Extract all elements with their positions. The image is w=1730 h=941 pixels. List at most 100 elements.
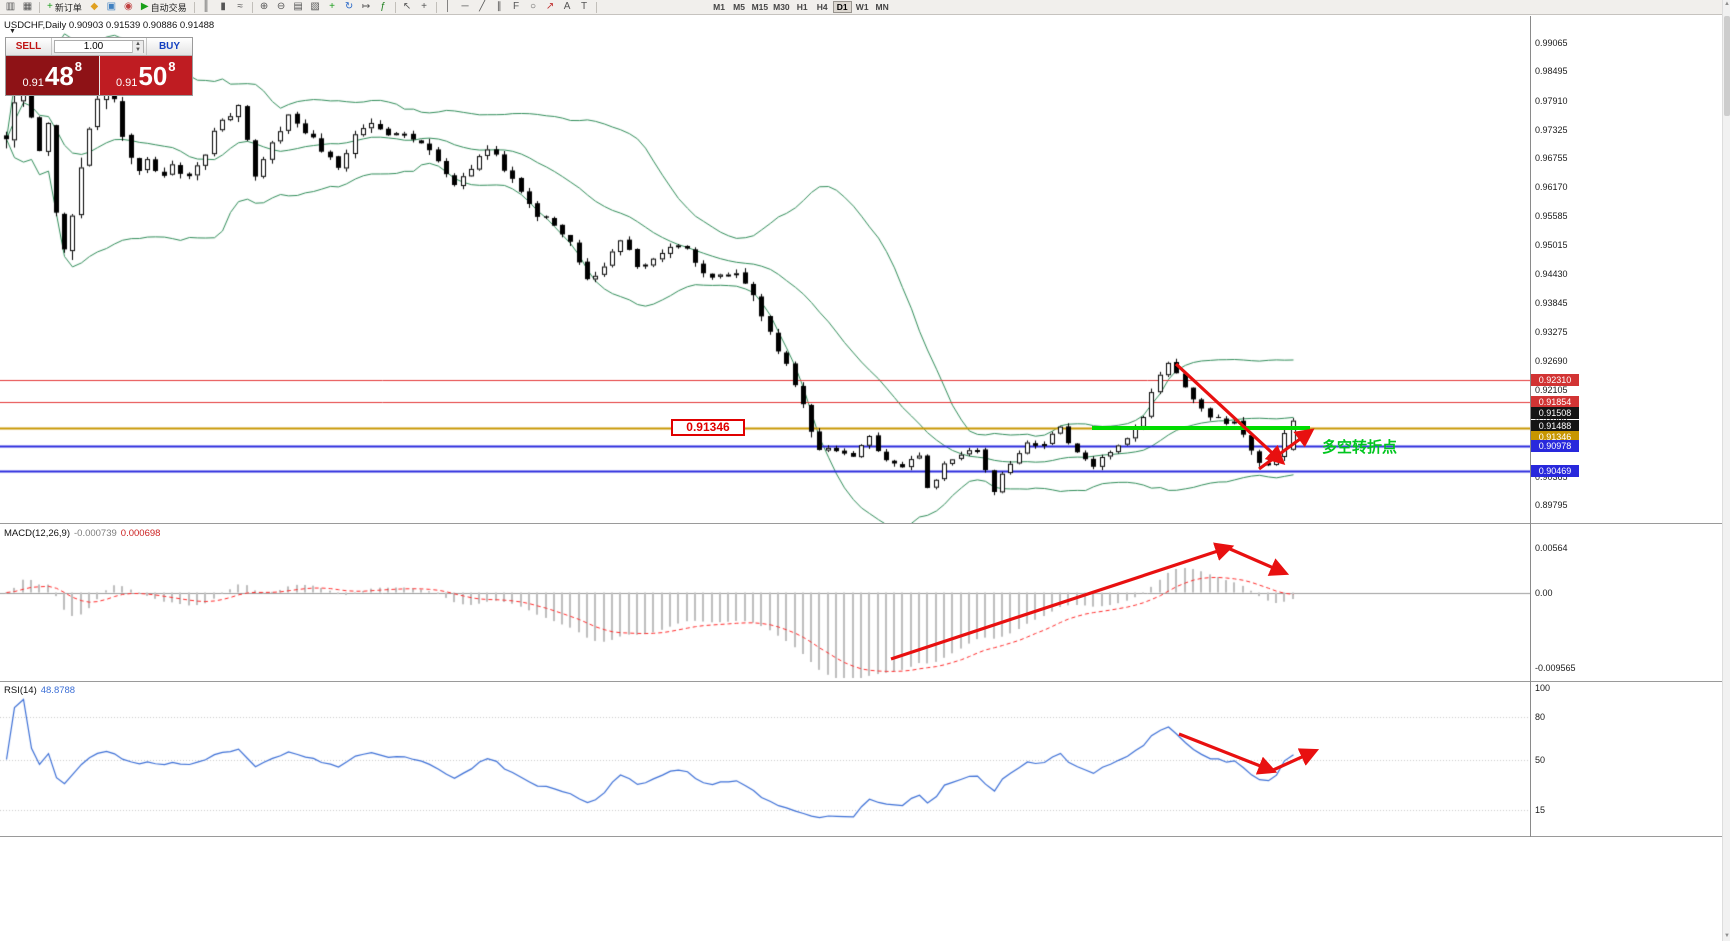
- price-tag-0.91508: 0.91508: [1531, 406, 1579, 419]
- zoom-out-icon[interactable]: ⊖: [273, 1, 290, 14]
- timeframe-M5[interactable]: M5: [733, 2, 745, 12]
- crosshair-icon[interactable]: +: [416, 1, 433, 14]
- cursor-icon[interactable]: ↖: [399, 1, 416, 14]
- buy-caption[interactable]: BUY: [146, 38, 192, 55]
- toolbar-separator: [193, 1, 195, 13]
- tile-windows-icon[interactable]: ▤: [290, 1, 307, 14]
- trendline-icon[interactable]: ╱: [474, 1, 491, 14]
- chart-profiles-icon[interactable]: ▦: [19, 1, 36, 14]
- pane-separator[interactable]: [0, 681, 1730, 682]
- macd-value-main: -0.000739: [74, 528, 117, 539]
- turning-point-note: 多空转折点: [1322, 438, 1398, 456]
- zoom-in-glyph: ⊕: [259, 1, 269, 12]
- fibonacci-icon[interactable]: F: [508, 1, 525, 14]
- timeframe-M30[interactable]: M30: [773, 2, 790, 12]
- support-segment-line[interactable]: [1092, 425, 1310, 430]
- shapes-icon[interactable]: ○: [525, 1, 542, 14]
- indicators-icon[interactable]: ƒ: [375, 1, 392, 14]
- timeframe-H1[interactable]: H1: [796, 2, 808, 12]
- scrollbar-thumb[interactable]: [1724, 16, 1730, 116]
- buy-button[interactable]: 0.91 50 8: [99, 56, 192, 95]
- volume-spinner[interactable]: ▲ ▼: [132, 40, 143, 53]
- mql5-community-icon[interactable]: ◆: [86, 1, 103, 14]
- new-window-icon[interactable]: +: [324, 1, 341, 14]
- main-chart-canvas[interactable]: [0, 16, 1530, 523]
- equidistant-channel-glyph: ∥: [496, 1, 502, 12]
- vertical-line-glyph: │: [444, 1, 452, 12]
- sell-button[interactable]: 0.91 48 8: [6, 56, 100, 95]
- one-click-trading-panel: SELL 1.00 ▲ ▼ BUY 0.91 48 8 0.91 50 8: [5, 37, 193, 96]
- timeframe-M15[interactable]: M15: [751, 2, 769, 12]
- price-level-label[interactable]: 0.91346: [671, 419, 745, 437]
- horizontal-line-icon[interactable]: ─: [457, 1, 474, 14]
- auto-trading-glyph: ▶: [140, 1, 149, 12]
- toolbar-separator: [39, 1, 40, 13]
- text-label-icon[interactable]: T: [576, 1, 593, 14]
- vertical-scrollbar[interactable]: ▲ ▼: [1722, 0, 1730, 941]
- timeframe-D1[interactable]: D1: [832, 1, 852, 13]
- pane-separator[interactable]: [0, 523, 1730, 524]
- symbol-ohlc-text: USDCHF,Daily 0.90903 0.91539 0.90886 0.9…: [4, 20, 215, 31]
- price-tick: 0.97910: [1535, 95, 1568, 106]
- one-click-collapse-arrow[interactable]: ▼: [9, 28, 16, 35]
- rsi-label: RSI(14) 48.8788: [4, 685, 75, 696]
- timeframe-W1[interactable]: W1: [855, 2, 869, 12]
- indicators-glyph: ƒ: [380, 1, 386, 12]
- equidistant-channel-icon[interactable]: ∥: [491, 1, 508, 14]
- price-tick: 0.92690: [1535, 355, 1568, 366]
- volume-up-icon[interactable]: ▲: [133, 40, 143, 47]
- chart-shift-glyph: ↦: [361, 1, 371, 12]
- date-axis[interactable]: Mar 202027 Mar 20206 Apr 202016 Apr 2020…: [0, 837, 1730, 855]
- timeframe-H4[interactable]: H4: [816, 2, 828, 12]
- bars-view-glyph: ║: [202, 1, 210, 12]
- volume-input[interactable]: 1.00 ▲ ▼: [54, 40, 144, 53]
- chart-shift-icon[interactable]: ↦: [358, 1, 375, 14]
- price-tick: 0.93845: [1535, 298, 1568, 309]
- arrows-tool-glyph: ↗: [545, 1, 555, 12]
- price-tick: 0.92105: [1535, 384, 1568, 395]
- line-view-icon[interactable]: ≈: [232, 1, 249, 14]
- price-tick: 0.98495: [1535, 66, 1568, 77]
- sell-price-sup: 8: [74, 59, 83, 74]
- buy-price-small: 0.91: [115, 77, 138, 89]
- price-tag-0.91488: 0.91488: [1531, 419, 1579, 432]
- macd-pane-canvas[interactable]: [0, 525, 1530, 680]
- macd-axis-tick: 0.00: [1535, 587, 1553, 598]
- candles-view-icon[interactable]: ▮: [215, 1, 232, 14]
- bars-view-icon[interactable]: ║: [198, 1, 215, 14]
- rsi-axis-tick: 80: [1535, 711, 1546, 722]
- timeframe-M1[interactable]: M1: [713, 2, 725, 12]
- text-icon[interactable]: A: [559, 1, 576, 14]
- volume-down-icon[interactable]: ▼: [133, 46, 143, 53]
- mql5-community-glyph: ◆: [90, 1, 99, 12]
- signals-icon[interactable]: ◉: [120, 1, 137, 14]
- timeframe-MN[interactable]: MN: [875, 2, 889, 12]
- market-icon[interactable]: ▣: [103, 1, 120, 14]
- macd-value-signal: 0.000698: [120, 528, 161, 539]
- sell-caption[interactable]: SELL: [6, 38, 52, 55]
- price-tick: 0.99065: [1535, 38, 1568, 48]
- rsi-axis-tick: 15: [1535, 804, 1546, 815]
- macd-label: MACD(12,26,9) -0.000739 0.000698: [4, 528, 160, 539]
- tile-windows-glyph: ▤: [293, 1, 303, 12]
- cursor-glyph: ↖: [402, 1, 412, 12]
- pane-separator: [0, 836, 1730, 837]
- new-chart-glyph: ▥: [5, 1, 16, 12]
- arrows-tool-icon[interactable]: ↗: [542, 1, 559, 14]
- vertical-line-icon[interactable]: │: [440, 1, 457, 14]
- auto-trading-button[interactable]: ▶ 自动交易: [137, 1, 191, 14]
- zoom-in-icon[interactable]: ⊕: [256, 1, 273, 14]
- scrollbar-up-icon[interactable]: ▲: [1724, 1, 1730, 7]
- auto-scroll-icon[interactable]: ↻: [341, 1, 358, 14]
- toolbar-separator: [435, 1, 437, 13]
- new-order-button-label: 新订单: [54, 2, 82, 13]
- volume-value[interactable]: 1.00: [83, 41, 104, 52]
- candles-view-glyph: ▮: [220, 1, 226, 12]
- scrollbar-down-icon[interactable]: ▼: [1724, 933, 1730, 939]
- line-view-glyph: ≈: [237, 1, 243, 12]
- new-chart-icon[interactable]: ▥: [2, 1, 19, 14]
- timeframe-toolbar: M1 M5 M15 M30 H1 H4 D1 W1 MN: [710, 1, 892, 13]
- auto-arrange-icon[interactable]: ▧: [307, 1, 324, 14]
- rsi-pane-canvas[interactable]: [0, 682, 1530, 835]
- new-order-button[interactable]: + 新订单: [43, 1, 86, 14]
